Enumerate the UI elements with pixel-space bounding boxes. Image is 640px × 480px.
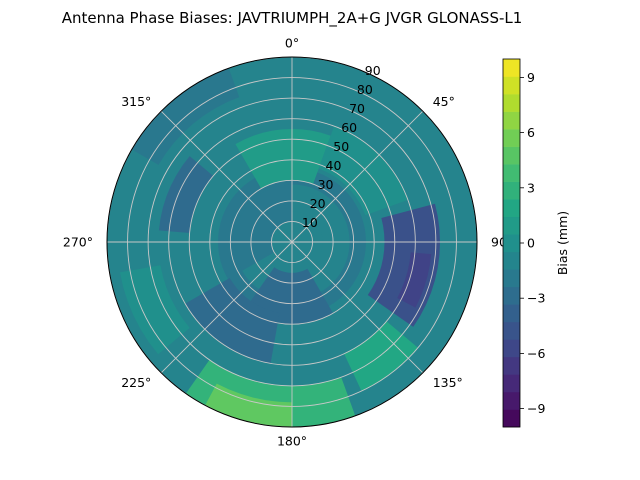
- colorbar-band: [503, 146, 520, 165]
- colorbar-band: [503, 94, 520, 112]
- azimuth-tick-label: 180°: [277, 434, 307, 449]
- radial-tick-label: 60: [341, 120, 357, 135]
- polar-frame: [106, 56, 478, 428]
- bias-region: [235, 128, 331, 189]
- radial-tick-labels: 10 20 30 40 50 60 70 80 90: [302, 63, 381, 230]
- radial-tick-label: 70: [349, 101, 365, 116]
- colorbar-band: [503, 111, 520, 130]
- bias-region: [234, 184, 292, 271]
- azimuth-tick-label: 315°: [121, 94, 151, 109]
- radial-tick-label: 20: [310, 196, 326, 211]
- colorbar-tick-label: 6: [527, 125, 535, 140]
- azimuth-tick-label: 0°: [285, 36, 299, 51]
- azimuth-gridline: [160, 110, 293, 243]
- colorbar-ticks: −9 −6 −3 0 3 6 9: [520, 70, 545, 416]
- colorbar-band: [503, 321, 520, 340]
- colorbar-band: [503, 76, 520, 95]
- colorbar-tick-label: 9: [527, 70, 535, 85]
- colorbar-tick-label: −9: [527, 401, 545, 416]
- colorbar-band: [503, 391, 520, 410]
- azimuth-gridline: [291, 110, 424, 243]
- colorbar-band: [503, 234, 520, 253]
- radial-tick-label: 30: [318, 177, 334, 192]
- colorbar-band: [503, 164, 520, 182]
- colorbar-band: [503, 409, 520, 428]
- azimuth-gridline: [291, 241, 424, 374]
- colorbar-band: [503, 286, 520, 305]
- colorbar-band: [503, 269, 520, 288]
- radial-tick-label: 90: [365, 63, 381, 78]
- radial-tick-label: 50: [333, 139, 349, 154]
- colorbar-band: [503, 304, 520, 323]
- radial-tick-label: 40: [326, 158, 342, 173]
- colorbar-band: [503, 181, 520, 200]
- radial-tick-label: 80: [357, 82, 373, 97]
- bias-region: [158, 156, 214, 234]
- colorbar-band: [503, 339, 520, 358]
- colorbar-band: [503, 251, 520, 270]
- colorbar-tick-label: 0: [527, 236, 535, 251]
- colorbar-tick-label: 3: [527, 180, 535, 195]
- colorbar-band: [503, 216, 520, 235]
- bias-region: [205, 383, 292, 427]
- colorbar: −9 −6 −3 0 3 6 9 Bias (mm): [502, 58, 570, 428]
- colorbar-bands: [503, 59, 520, 428]
- colorbar-tick-label: −3: [527, 291, 545, 306]
- azimuth-tick-label: 225°: [121, 375, 151, 390]
- colorbar-band: [503, 129, 520, 147]
- colorbar-band: [503, 374, 520, 393]
- bias-region: [367, 203, 440, 327]
- colorbar-band: [503, 199, 520, 218]
- azimuth-gridline: [160, 241, 293, 374]
- bias-region: [344, 321, 418, 392]
- azimuth-tick-label: 45°: [433, 94, 455, 109]
- bias-region: [397, 252, 432, 308]
- colorbar-label: Bias (mm): [555, 211, 570, 275]
- bias-region: [119, 265, 190, 355]
- bias-region: [185, 277, 280, 364]
- colorbar-tick-label: −6: [527, 346, 545, 361]
- radial-tick-label: 10: [302, 215, 318, 230]
- polar-plot: 10 20 30 40 50 60 70 80 90 0° 45° 90 135° 180° 225° 27…: [63, 36, 507, 449]
- azimuth-tick-label: 135°: [433, 375, 463, 390]
- azimuth-tick-label: 270°: [63, 235, 93, 250]
- polar-grid: [106, 56, 478, 428]
- colorbar-band: [503, 356, 520, 375]
- chart-title: Antenna Phase Biases: JAVTRIUMPH_2A+G JV…: [62, 9, 523, 28]
- colorbar-band: [503, 59, 520, 77]
